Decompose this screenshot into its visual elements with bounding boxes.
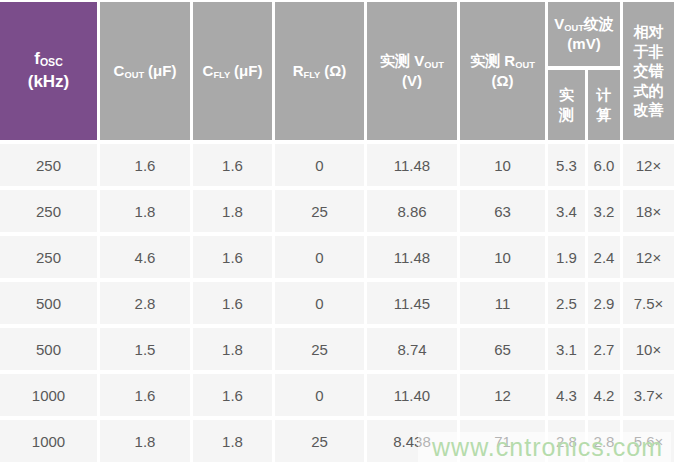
header-vout-ripple: VOUT纹波 (mV) <box>548 2 620 66</box>
cell-ripple-calculated: 2.4 <box>588 236 620 278</box>
cell-rfly: 0 <box>275 144 364 186</box>
header-improvement: 相对于非交错式的改善 <box>623 2 674 140</box>
cell-vout: 8.74 <box>367 328 457 370</box>
header-cout: COUT(μF) <box>100 2 190 140</box>
header-cfly: CFLY(μF) <box>193 2 272 140</box>
cell-ripple-calculated: 4.2 <box>588 374 620 416</box>
cell-fosc: 500 <box>0 328 97 370</box>
cell-rout: 63 <box>460 190 545 232</box>
cell-vout: 11.45 <box>367 282 457 324</box>
cell-fosc: 500 <box>0 282 97 324</box>
cell-rout: 12 <box>460 374 545 416</box>
cell-improvement: 12× <box>623 144 674 186</box>
cell-rfly: 25 <box>275 190 364 232</box>
cell-cfly: 1.8 <box>193 328 272 370</box>
cell-rfly: 25 <box>275 420 364 462</box>
cell-ripple-calculated: 3.2 <box>588 190 620 232</box>
header-ripple-calculated: 计算 <box>588 70 620 140</box>
cell-cfly: 1.6 <box>193 374 272 416</box>
cell-rfly: 25 <box>275 328 364 370</box>
header-vout-measured: 实测 VOUT (V) <box>367 2 457 140</box>
table-grid: fOSC (kHz) COUT(μF) CFLY(μF) RFLY(Ω) 实测 … <box>0 2 674 462</box>
cell-rout: 65 <box>460 328 545 370</box>
cell-cout: 1.6 <box>100 374 190 416</box>
cell-improvement: 12× <box>623 236 674 278</box>
cell-improvement: 7.5× <box>623 282 674 324</box>
cell-improvement: 3.7× <box>623 374 674 416</box>
cell-rfly: 0 <box>275 236 364 278</box>
cell-cout: 1.8 <box>100 420 190 462</box>
cell-rfly: 0 <box>275 282 364 324</box>
cell-ripple-measured: 2.5 <box>548 282 585 324</box>
header-fosc: fOSC (kHz) <box>0 2 97 140</box>
cell-vout: 11.48 <box>367 144 457 186</box>
cell-vout: 8.86 <box>367 190 457 232</box>
cell-cfly: 1.6 <box>193 144 272 186</box>
cell-fosc: 250 <box>0 190 97 232</box>
cell-cout: 1.8 <box>100 190 190 232</box>
header-rfly: RFLY(Ω) <box>275 2 364 140</box>
cell-rout: 10 <box>460 144 545 186</box>
cell-cfly: 1.8 <box>193 190 272 232</box>
cell-vout: 11.40 <box>367 374 457 416</box>
cell-fosc: 1000 <box>0 374 97 416</box>
cell-improvement: 10× <box>623 328 674 370</box>
cell-cfly: 1.6 <box>193 282 272 324</box>
cell-cout: 4.6 <box>100 236 190 278</box>
cell-ripple-calculated: 6.0 <box>588 144 620 186</box>
watermark: www.cntronics.com <box>418 432 671 464</box>
cell-fosc: 1000 <box>0 420 97 462</box>
cell-ripple-calculated: 2.7 <box>588 328 620 370</box>
cell-rout: 10 <box>460 236 545 278</box>
cell-improvement: 18× <box>623 190 674 232</box>
header-ripple-measured: 实测 <box>548 70 585 140</box>
cell-rfly: 0 <box>275 374 364 416</box>
cell-ripple-measured: 1.9 <box>548 236 585 278</box>
results-table: fOSC (kHz) COUT(μF) CFLY(μF) RFLY(Ω) 实测 … <box>0 0 674 464</box>
fosc-symbol: fOSC <box>34 48 63 71</box>
header-rout-measured: 实测 ROUT (Ω) <box>460 2 545 140</box>
cell-ripple-calculated: 2.9 <box>588 282 620 324</box>
cell-ripple-measured: 5.3 <box>548 144 585 186</box>
cell-cout: 1.5 <box>100 328 190 370</box>
cell-cout: 2.8 <box>100 282 190 324</box>
cell-cfly: 1.8 <box>193 420 272 462</box>
cell-fosc: 250 <box>0 236 97 278</box>
cell-cfly: 1.6 <box>193 236 272 278</box>
cell-ripple-measured: 4.3 <box>548 374 585 416</box>
cell-vout: 11.48 <box>367 236 457 278</box>
cell-fosc: 250 <box>0 144 97 186</box>
cell-cout: 1.6 <box>100 144 190 186</box>
fosc-unit: (kHz) <box>28 71 70 94</box>
cell-ripple-measured: 3.1 <box>548 328 585 370</box>
cell-ripple-measured: 3.4 <box>548 190 585 232</box>
cell-rout: 11 <box>460 282 545 324</box>
